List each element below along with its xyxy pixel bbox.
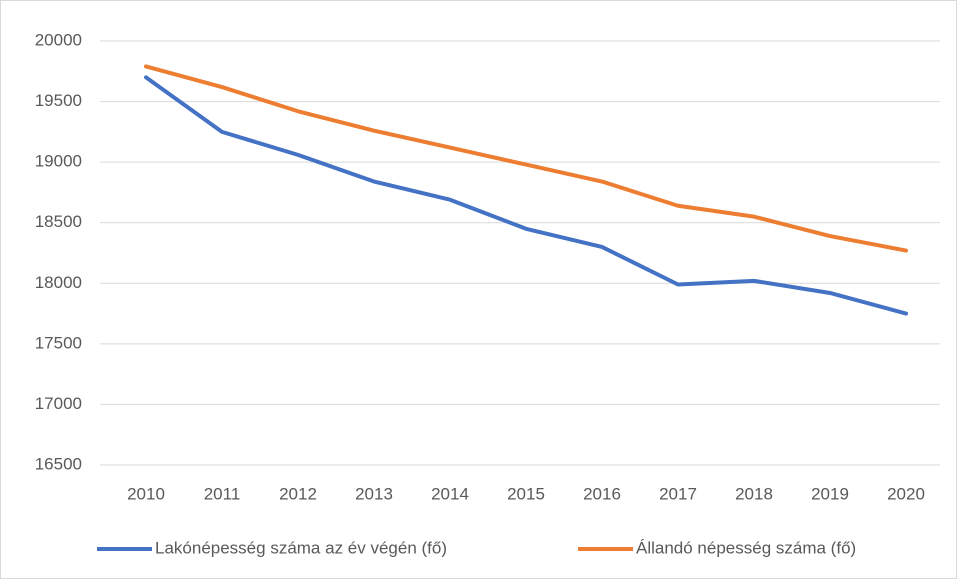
y-tick-label: 20000 [35,30,82,49]
y-tick-label: 17500 [35,333,82,352]
x-tick-label: 2011 [204,484,241,503]
y-tick-label: 18000 [35,273,82,292]
y-tick-label: 18500 [35,212,82,231]
series-line [144,75,908,316]
x-tick-label: 2010 [127,484,165,503]
x-tick-label: 2014 [431,484,469,503]
y-tick-label: 17000 [35,394,82,413]
x-tick-label: 2013 [355,484,393,503]
x-tick-label: 2020 [887,484,925,503]
x-tick-label: 2015 [507,484,545,503]
x-tick-label: 2012 [279,484,317,503]
series-line [144,64,908,253]
x-tick-label: 2016 [583,484,621,503]
legend-label: Lakónépesség száma az év végén (fő) [155,538,447,557]
y-tick-label: 19500 [35,91,82,110]
x-tick-label: 2017 [659,484,697,503]
x-tick-label: 2019 [811,484,849,503]
y-tick-label: 19000 [35,152,82,171]
legend-label: Állandó népesség száma (fő) [636,538,856,557]
y-tick-label: 16500 [35,454,82,473]
x-tick-label: 2018 [735,484,773,503]
